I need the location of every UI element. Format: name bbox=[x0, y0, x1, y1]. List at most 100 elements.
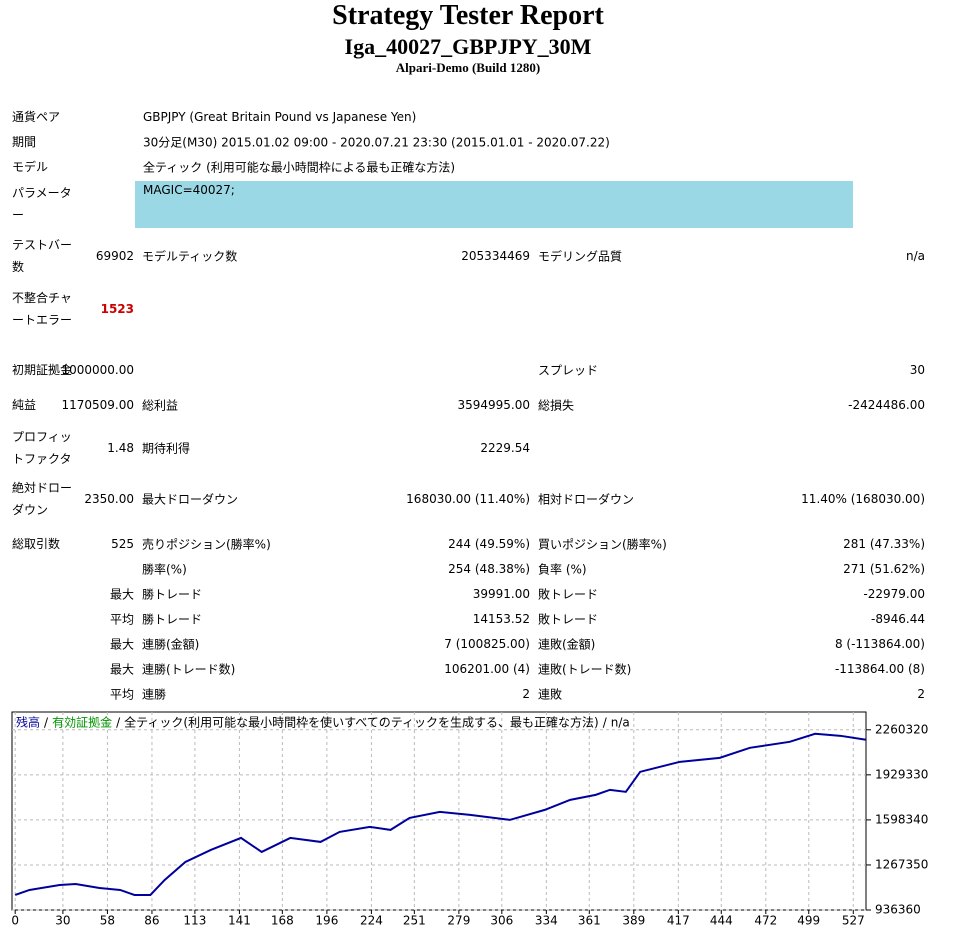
x-tick-label: 0 bbox=[11, 914, 19, 928]
cell-label: パラメーター bbox=[12, 186, 72, 222]
cell-label: 不整合チャートエラー bbox=[12, 291, 73, 327]
cell-label: 期待利得 bbox=[142, 441, 191, 456]
x-tick-label: 141 bbox=[228, 914, 251, 928]
cell-label: 勝トレード bbox=[142, 587, 203, 602]
x-tick-label: 499 bbox=[797, 914, 820, 928]
cell-label: 期間 bbox=[12, 135, 37, 149]
legend-separator: / bbox=[116, 716, 121, 730]
cell-label: 敗トレード bbox=[538, 612, 599, 627]
legend-separator: / bbox=[603, 716, 608, 730]
cell-value: MAGIC=40027; bbox=[143, 183, 235, 197]
report-server: Alpari-Demo (Build 1280) bbox=[395, 60, 541, 75]
cell-label: 連敗(金額) bbox=[538, 637, 596, 652]
cell-value: -8946.44 bbox=[871, 612, 925, 626]
legend-model: 全ティック(利用可能な最小時間枠を使いすべてのティックを生成する、最も正確な方法… bbox=[124, 715, 599, 730]
cell-label: 買いポジション(勝率%) bbox=[538, 537, 667, 552]
cell-value: 2229.54 bbox=[480, 441, 530, 455]
x-tick-label: 196 bbox=[315, 914, 338, 928]
cell-value: -113864.00 (8) bbox=[834, 662, 925, 676]
cell-value: 1.48 bbox=[107, 441, 134, 455]
cell-label: 総利益 bbox=[142, 398, 179, 413]
cell-label: 連勝(トレード数) bbox=[142, 662, 236, 677]
cell-value: 30 bbox=[909, 363, 925, 377]
cell-value: 最大 bbox=[109, 637, 134, 652]
report-title: Strategy Tester Report bbox=[332, 0, 604, 31]
cell-value: 1000000.00 bbox=[61, 363, 134, 377]
cell-value: -22979.00 bbox=[863, 587, 925, 601]
cell-label: 連勝(金額) bbox=[142, 637, 200, 652]
x-tick-label: 113 bbox=[183, 914, 206, 928]
cell-label: プロフィットファクタ bbox=[12, 430, 72, 466]
cell-value: 168030.00 (11.40%) bbox=[406, 492, 530, 506]
y-tick-label: 2260320 bbox=[875, 722, 928, 736]
cell-value: 244 (49.59%) bbox=[448, 537, 530, 551]
legend-quality: n/a bbox=[611, 716, 630, 730]
cell-value: 281 (47.33%) bbox=[843, 537, 925, 551]
cell-value: 11.40% (168030.00) bbox=[801, 492, 925, 506]
cell-label: 相対ドローダウン bbox=[538, 492, 635, 507]
cell-label: 敗トレード bbox=[538, 587, 599, 602]
cell-label: 勝トレード bbox=[142, 612, 203, 627]
cell-label: モデル bbox=[12, 160, 49, 174]
cell-label: モデルティック数 bbox=[142, 249, 238, 264]
cell-label: 連敗 bbox=[538, 687, 563, 702]
y-tick-label: 1267350 bbox=[875, 857, 928, 871]
cell-value: 1170509.00 bbox=[61, 398, 134, 412]
cell-label: 連勝 bbox=[142, 687, 167, 702]
x-tick-label: 472 bbox=[754, 914, 777, 928]
cell-label: 勝率(%) bbox=[142, 562, 187, 577]
cell-label: 売りポジション(勝率%) bbox=[142, 537, 271, 552]
cell-value: 69902 bbox=[95, 249, 134, 263]
cell-label: 通貨ペア bbox=[12, 110, 61, 124]
cell-value: 271 (51.62%) bbox=[843, 562, 925, 576]
legend-separator: / bbox=[44, 716, 49, 730]
cell-value: 2 bbox=[917, 687, 925, 701]
cell-label: 初期証拠金 bbox=[12, 363, 73, 377]
legend-balance: 残高 bbox=[16, 715, 40, 730]
cell-label: モデリング品質 bbox=[538, 249, 623, 264]
cell-label: 連敗(トレード数) bbox=[538, 662, 632, 677]
cell-value: 14153.52 bbox=[472, 612, 530, 626]
cell-value: 39991.00 bbox=[472, 587, 530, 601]
x-tick-label: 361 bbox=[578, 914, 601, 928]
cell-value: 8 (-113864.00) bbox=[834, 637, 925, 651]
cell-value: 106201.00 (4) bbox=[444, 662, 530, 676]
cell-value: 最大 bbox=[109, 662, 134, 677]
parameter-box bbox=[135, 181, 853, 228]
x-tick-label: 279 bbox=[447, 914, 470, 928]
cell-label: 総取引数 bbox=[12, 537, 61, 551]
x-tick-label: 30 bbox=[55, 914, 70, 928]
cell-value: 平均 bbox=[109, 687, 134, 702]
x-tick-label: 527 bbox=[842, 914, 865, 928]
cell-value: 30分足(M30) 2015.01.02 09:00 - 2020.07.21 … bbox=[143, 135, 610, 150]
cell-value: 254 (48.38%) bbox=[448, 562, 530, 576]
cell-value: 3594995.00 bbox=[457, 398, 530, 412]
x-tick-label: 86 bbox=[144, 914, 159, 928]
cell-value: 最大 bbox=[109, 587, 134, 602]
cell-value: 7 (100825.00) bbox=[444, 637, 530, 651]
x-tick-label: 334 bbox=[535, 914, 558, 928]
cell-value: GBPJPY (Great Britain Pound vs Japanese … bbox=[143, 110, 417, 124]
cell-label: 純益 bbox=[12, 398, 37, 412]
cell-value: 525 bbox=[111, 537, 134, 551]
cell-label: テストバー数 bbox=[12, 238, 73, 274]
cell-value: -2424486.00 bbox=[848, 398, 925, 412]
y-tick-label: 936360 bbox=[875, 903, 921, 917]
x-tick-label: 168 bbox=[271, 914, 294, 928]
x-tick-label: 224 bbox=[360, 914, 383, 928]
x-tick-label: 251 bbox=[403, 914, 426, 928]
x-tick-label: 417 bbox=[667, 914, 690, 928]
x-tick-label: 389 bbox=[622, 914, 645, 928]
balance-line bbox=[14, 732, 867, 896]
plot-frame bbox=[11, 711, 867, 911]
cell-label: スプレッド bbox=[538, 363, 599, 378]
cell-value: 205334469 bbox=[461, 249, 530, 263]
cell-value: 2350.00 bbox=[84, 492, 134, 506]
cell-value: n/a bbox=[905, 249, 925, 263]
cell-value: 全ティック (利用可能な最小時間枠による最も正確な方法) bbox=[143, 160, 456, 175]
cell-label: 総損失 bbox=[538, 398, 575, 413]
cell-value: 2 bbox=[522, 687, 530, 701]
cell-label: 絶対ドローダウン bbox=[12, 481, 73, 517]
